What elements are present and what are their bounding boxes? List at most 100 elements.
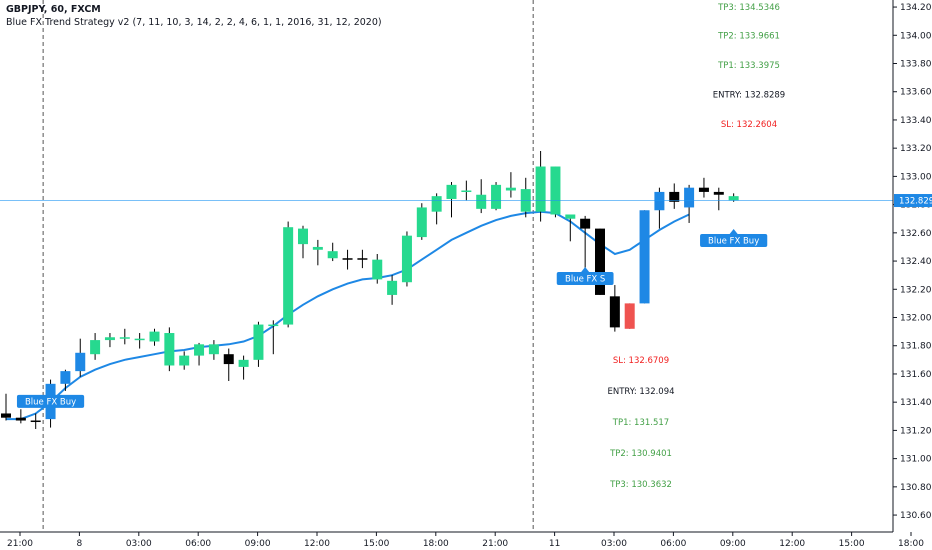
y-tick-label: 133.200 bbox=[900, 144, 932, 154]
level-texts: TP3: 134.5346 TP2: 133.9661 TP1: 133.3975 E… bbox=[607, 3, 785, 490]
y-tick-label: 132.400 bbox=[900, 257, 932, 267]
y-tick-label: 134.000 bbox=[900, 31, 932, 41]
x-tick-label: 09:00 bbox=[245, 539, 271, 549]
candle-body bbox=[669, 191, 680, 202]
candle-body bbox=[194, 344, 205, 356]
candle-body bbox=[30, 420, 41, 423]
candle-body bbox=[401, 235, 412, 283]
signal-label[interactable]: Blue FX S bbox=[556, 267, 614, 286]
candle-body bbox=[75, 352, 86, 372]
y-tick-label: 133.000 bbox=[900, 172, 932, 182]
signal-label[interactable]: Blue FX Buy bbox=[700, 228, 768, 247]
ema-line bbox=[6, 210, 690, 421]
signal-pointer bbox=[46, 389, 55, 395]
signal-box bbox=[16, 394, 85, 408]
candle-body bbox=[491, 184, 502, 209]
candle-body bbox=[535, 166, 546, 212]
y-tick-label: 131.800 bbox=[900, 342, 932, 352]
candles bbox=[1, 150, 739, 429]
x-tick-label: 21:00 bbox=[482, 539, 508, 549]
y-tick-label: 131.000 bbox=[900, 455, 932, 465]
x-tick-label: 8 bbox=[77, 539, 83, 549]
candle-body bbox=[684, 187, 695, 208]
candle-body bbox=[268, 324, 279, 327]
candle-body bbox=[580, 218, 591, 229]
candle-body bbox=[461, 190, 472, 193]
candle-body bbox=[505, 187, 516, 191]
candle-body bbox=[134, 338, 145, 341]
x-tick-label: 03:00 bbox=[126, 539, 152, 549]
y-tick-label: 134.200 bbox=[900, 3, 932, 13]
candle-body bbox=[416, 207, 427, 238]
price-axis[interactable]: 130.600 130.800 131.000 131.200 131.400 131.6… bbox=[892, 0, 932, 532]
session-separators bbox=[42, 0, 534, 532]
candle-body bbox=[372, 259, 383, 280]
candle-body bbox=[312, 246, 323, 250]
x-tick-label: 18:00 bbox=[898, 539, 924, 549]
candle-body bbox=[149, 331, 160, 342]
x-tick-label: 18:00 bbox=[423, 539, 449, 549]
candle-body bbox=[609, 296, 620, 328]
level-text: ENTRY: 132.8289 bbox=[713, 91, 785, 101]
x-tick-label: 12:00 bbox=[304, 539, 330, 549]
x-tick-label: 06:00 bbox=[185, 539, 211, 549]
y-tick-label: 131.200 bbox=[900, 426, 932, 436]
candle-body bbox=[595, 228, 605, 295]
x-tick-label: 09:00 bbox=[720, 539, 746, 549]
signal-text: Blue FX Buy bbox=[708, 236, 759, 246]
y-tick-label: 130.800 bbox=[900, 483, 932, 493]
y-tick-label: 132.600 bbox=[900, 229, 932, 239]
x-tick-label: 06:00 bbox=[660, 539, 686, 549]
candle-body bbox=[476, 194, 487, 209]
level-text: TP1: 133.3975 bbox=[717, 61, 780, 71]
candle-body bbox=[639, 210, 650, 304]
y-tick-label: 132.000 bbox=[900, 314, 932, 324]
candle-body bbox=[357, 258, 368, 260]
level-text: TP3: 130.3632 bbox=[609, 480, 672, 490]
time-axis[interactable]: 21:00 8 03:00 06:00 09:00 12:00 15:00 18:00 21:0… bbox=[0, 531, 932, 549]
candle-body bbox=[1, 413, 11, 418]
signal-label[interactable]: Blue FX Buy bbox=[16, 389, 85, 408]
signal-box bbox=[556, 272, 614, 286]
x-tick-label: 21:00 bbox=[7, 539, 33, 549]
candle-body bbox=[15, 417, 26, 421]
level-text: SL: 132.2604 bbox=[721, 120, 777, 130]
candle-body bbox=[104, 337, 115, 341]
signal-text: Blue FX Buy bbox=[25, 397, 76, 407]
symbol-title[interactable]: GBPJPY, 60, FXCM bbox=[6, 4, 101, 15]
level-text: TP2: 133.9661 bbox=[717, 31, 780, 41]
trend-line bbox=[6, 210, 690, 421]
candle-body bbox=[654, 191, 665, 211]
candle-body bbox=[179, 355, 190, 366]
level-text: ENTRY: 132.094 bbox=[607, 387, 674, 397]
price-tag-label: 132.829 bbox=[899, 197, 932, 207]
candle-body bbox=[238, 359, 249, 367]
candle-body bbox=[624, 303, 635, 329]
candle-body bbox=[565, 214, 576, 219]
y-tick-label: 131.400 bbox=[900, 398, 932, 408]
y-tick-label: 133.600 bbox=[900, 88, 932, 98]
candle-body bbox=[550, 166, 561, 215]
candle-body bbox=[223, 354, 234, 365]
y-tick-label: 133.400 bbox=[900, 116, 932, 126]
signal-text: Blue FX S bbox=[565, 275, 605, 285]
candle-body bbox=[164, 333, 175, 366]
level-text: SL: 132.6709 bbox=[613, 356, 669, 366]
candle-body bbox=[698, 187, 709, 192]
candle-body bbox=[60, 371, 71, 384]
signal-labels: Blue FX Buy Blue FX S Blue FX Buy bbox=[16, 228, 768, 408]
x-tick-label: 15:00 bbox=[363, 539, 389, 549]
y-tick-label: 132.200 bbox=[900, 285, 932, 295]
y-tick-label: 131.600 bbox=[900, 370, 932, 380]
signal-box bbox=[700, 233, 768, 247]
x-tick-label: 15:00 bbox=[839, 539, 865, 549]
candle-body bbox=[208, 344, 219, 355]
x-tick-label: 03:00 bbox=[601, 539, 627, 549]
signal-pointer bbox=[581, 267, 590, 273]
indicator-title[interactable]: Blue FX Trend Strategy v2 (7, 11, 10, 3,… bbox=[6, 17, 382, 28]
signal-pointer bbox=[729, 228, 738, 234]
candle-body bbox=[327, 251, 338, 259]
candle-body bbox=[90, 340, 101, 355]
level-text: TP1: 131.517 bbox=[612, 418, 669, 428]
